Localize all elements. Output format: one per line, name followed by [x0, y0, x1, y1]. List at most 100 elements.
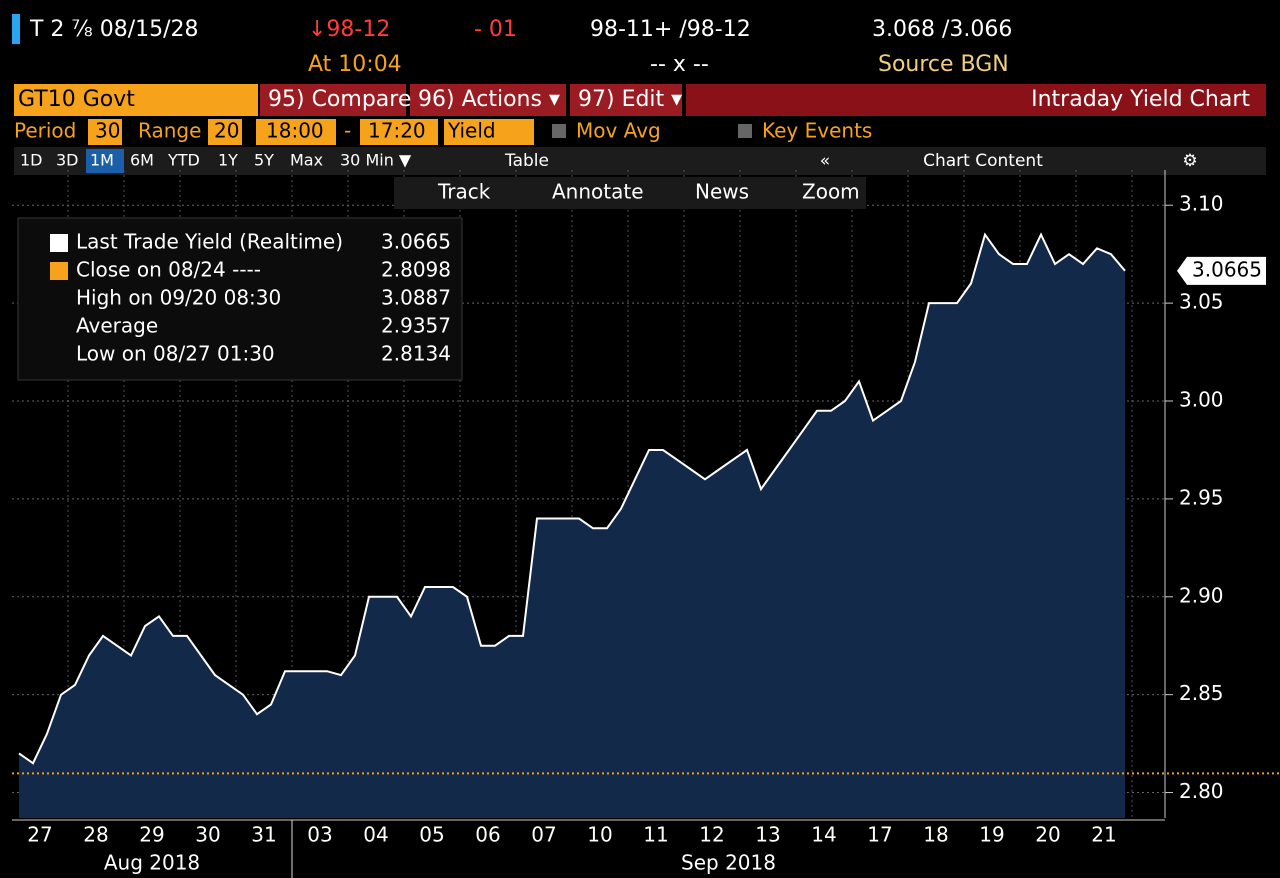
x-tick-label: 18	[923, 823, 948, 847]
security-box[interactable]	[14, 84, 258, 116]
tool[interactable]: Track	[437, 180, 491, 204]
chart-content[interactable]: Chart Content	[923, 151, 1043, 171]
x-tick-label: 28	[83, 823, 108, 847]
field: 18:00	[266, 119, 324, 143]
x-tick-label: 13	[755, 823, 780, 847]
label: Period	[14, 119, 76, 143]
checkbox[interactable]	[738, 124, 752, 138]
tab[interactable]: 1Y	[218, 151, 238, 170]
tab[interactable]: 5Y	[254, 151, 274, 170]
ticker: T 2 ⅞ 08/15/28	[29, 17, 199, 42]
legend-label: Close on 08/24 ----	[76, 258, 261, 282]
legend-label: Average	[76, 314, 158, 338]
label: Mov Avg	[576, 119, 661, 143]
tab[interactable]: Table	[504, 151, 549, 171]
y-tick-label: 3.05	[1179, 290, 1224, 314]
tab[interactable]: 1M	[90, 151, 114, 170]
legend-value: 3.0665	[381, 230, 451, 254]
source: Source BGN	[878, 52, 1009, 77]
field-box[interactable]	[208, 119, 242, 145]
x-tick-label: 20	[1035, 823, 1060, 847]
field: 30	[95, 119, 120, 143]
field-box[interactable]	[256, 119, 336, 145]
y-tick-label: 3.10	[1179, 192, 1224, 216]
field-box[interactable]	[88, 119, 122, 145]
legend-swatch	[50, 234, 68, 252]
y-tick-label: 2.95	[1179, 485, 1224, 509]
field: Yield	[447, 119, 496, 143]
x-tick-label: 17	[867, 823, 892, 847]
label: Range	[138, 119, 201, 143]
x-tick-label: 04	[363, 823, 388, 847]
x-tick-label: 14	[811, 823, 836, 847]
button[interactable]	[570, 84, 682, 116]
legend-label: Last Trade Yield (Realtime)	[76, 230, 343, 254]
x-tick-label: 31	[251, 823, 276, 847]
x-tick-label: 11	[643, 823, 668, 847]
x-tick-label: 30	[195, 823, 220, 847]
tool[interactable]: Annotate	[552, 180, 644, 204]
tab[interactable]: 30 Min ▼	[340, 151, 412, 170]
tool[interactable]: News	[695, 180, 749, 204]
month-label: Aug 2018	[104, 851, 200, 875]
x-tick-label: 19	[979, 823, 1004, 847]
field: 17:20	[368, 119, 426, 143]
settings-icon[interactable]: ⚙	[1182, 151, 1197, 171]
legend-value: 2.9357	[381, 314, 451, 338]
x-tick-label: 12	[699, 823, 724, 847]
button-label: 96) Actions ▾	[418, 87, 560, 112]
checkbox[interactable]	[552, 124, 566, 138]
dash: -	[344, 119, 351, 143]
change: - 01	[474, 17, 517, 42]
tab[interactable]: Max	[290, 151, 323, 170]
chart-title: Intraday Yield Chart	[1031, 87, 1250, 112]
tab[interactable]: 6M	[130, 151, 154, 170]
legend-label: Low on 08/27 01:30	[76, 342, 275, 366]
label: Key Events	[762, 119, 872, 143]
tool-bar	[394, 177, 866, 209]
x-tick-label: 06	[475, 823, 500, 847]
y-tick-label: 3.00	[1179, 388, 1224, 412]
title-bar	[686, 84, 1266, 116]
field-box[interactable]	[360, 119, 438, 145]
button[interactable]	[410, 84, 566, 116]
tab[interactable]: 3D	[56, 151, 79, 170]
line	[18, 232, 1126, 765]
y-tick-label: 2.90	[1179, 583, 1224, 607]
legend-value: 2.8134	[381, 342, 451, 366]
x-tick-label: 10	[587, 823, 612, 847]
last-value-flag	[1177, 256, 1266, 285]
bid-ask: 98-11+ /98-12	[590, 17, 751, 42]
x-tick-label: 03	[307, 823, 332, 847]
x-tick-label: 07	[531, 823, 556, 847]
chart-tools: Track Annotate News Zoom	[437, 180, 860, 204]
time: At 10:04	[308, 52, 402, 77]
field: 20	[214, 119, 239, 143]
tool[interactable]: Zoom	[802, 180, 860, 204]
button-label: 95) Compare	[268, 87, 411, 112]
yields: 3.068 /3.066	[872, 17, 1012, 42]
security: GT10 Govt	[18, 87, 135, 112]
marker	[12, 14, 20, 44]
chart: 27 28 29 30 31 03 04 05 06 07 10 11 12 13 14 17 18 19 20 21…	[12, 170, 1280, 878]
tab[interactable]: YTD	[167, 151, 200, 170]
tab-active	[86, 149, 124, 173]
legend	[17, 217, 463, 381]
x-tick-label: 29	[139, 823, 164, 847]
price: ↓98-12	[308, 17, 390, 42]
dropdown[interactable]	[444, 119, 534, 145]
button[interactable]	[260, 84, 406, 116]
x-tick-label: 27	[27, 823, 52, 847]
y-tick-label: 2.85	[1179, 681, 1224, 705]
tab-bar	[14, 147, 1266, 175]
legend-value: 3.0887	[381, 286, 451, 310]
legend-entries: Last Trade Yield (Realtime) 3.0665 Close o…	[76, 230, 451, 366]
size: -- x --	[650, 52, 709, 77]
tab[interactable]: 1D	[20, 151, 43, 170]
legend-swatch	[50, 262, 68, 280]
month-label: Sep 2018	[681, 851, 776, 875]
legend-label: High on 09/20 08:30	[76, 286, 281, 310]
collapse[interactable]: «	[820, 151, 830, 171]
last-value-label: 3.0665	[1192, 257, 1262, 281]
